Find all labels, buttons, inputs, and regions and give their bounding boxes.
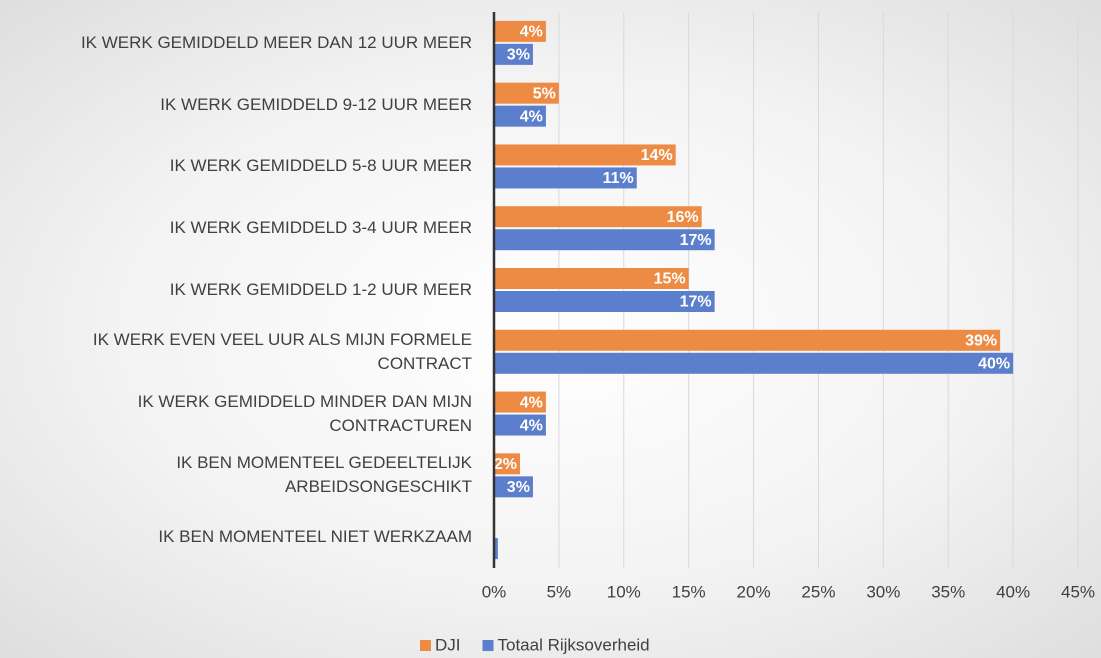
category-label: IK BEN MOMENTEEL NIET WERKZAAM (158, 527, 472, 547)
bar (494, 453, 520, 475)
category-label: IK BEN MOMENTEEL GEDEELTELIJK ARBEIDSONG… (176, 453, 472, 497)
value-label: 5% (533, 85, 556, 102)
x-tick-label: 10% (607, 582, 641, 601)
value-label: 17% (680, 294, 712, 311)
value-label: 2% (494, 456, 517, 473)
legend-label: Totaal Rijksoverheid (498, 635, 650, 654)
x-tick-label: 25% (801, 582, 835, 601)
x-tick-label: 15% (672, 582, 706, 601)
value-label: 3% (507, 479, 530, 496)
bar (494, 167, 637, 189)
bar (494, 43, 533, 65)
category-label: IK WERK GEMIDDELD 3-4 UUR MEER (169, 218, 472, 238)
legend-swatch (420, 640, 431, 651)
x-tick-label: 5% (547, 582, 572, 601)
bar (494, 291, 715, 312)
value-label: 11% (603, 170, 634, 187)
bar (494, 105, 546, 127)
value-label: 40% (978, 355, 1010, 372)
bar (494, 20, 546, 42)
value-label: 4% (520, 24, 543, 41)
bar (494, 229, 715, 251)
bar (494, 352, 1014, 374)
category-label: IK WERK EVEN VEEL UUR ALS MIJN FORMELE C… (92, 329, 472, 373)
value-label: 15% (654, 271, 686, 288)
bar (494, 329, 1001, 351)
x-tick-label: 30% (866, 582, 900, 601)
bar (494, 268, 689, 289)
x-tick-label: 20% (737, 582, 771, 601)
bar (494, 414, 546, 436)
bar (494, 476, 533, 498)
x-tick-label: 0% (482, 582, 507, 601)
x-tick-label: 45% (1061, 582, 1095, 601)
category-label: IK WERK GEMIDDELD 9-12 UUR MEER (160, 94, 472, 114)
bar (494, 206, 702, 228)
value-label: 17% (680, 232, 712, 249)
category-label: IK WERK GEMIDDELD MEER DAN 12 UUR MEER (80, 32, 472, 52)
value-label: 39% (965, 332, 997, 349)
legend-label: DJI (435, 635, 461, 654)
bar (494, 144, 676, 166)
value-label: 4% (520, 417, 543, 434)
x-tick-label: 35% (931, 582, 965, 601)
bar (494, 82, 559, 104)
bar (494, 391, 546, 413)
x-tick-label: 40% (996, 582, 1030, 601)
value-label: 14% (641, 147, 673, 164)
category-label: IK WERK GEMIDDELD 1-2 UUR MEER (169, 280, 472, 299)
category-label: IK WERK GEMIDDELD MINDER DAN MIJN CONTRA… (137, 391, 472, 435)
category-label: IK WERK GEMIDDELD 5-8 UUR MEER (169, 156, 472, 176)
value-label: 4% (520, 108, 543, 125)
value-label: 4% (520, 394, 543, 411)
value-label: 3% (507, 47, 530, 64)
bar (494, 538, 498, 560)
value-label: 16% (667, 209, 699, 226)
legend-swatch (482, 640, 494, 651)
